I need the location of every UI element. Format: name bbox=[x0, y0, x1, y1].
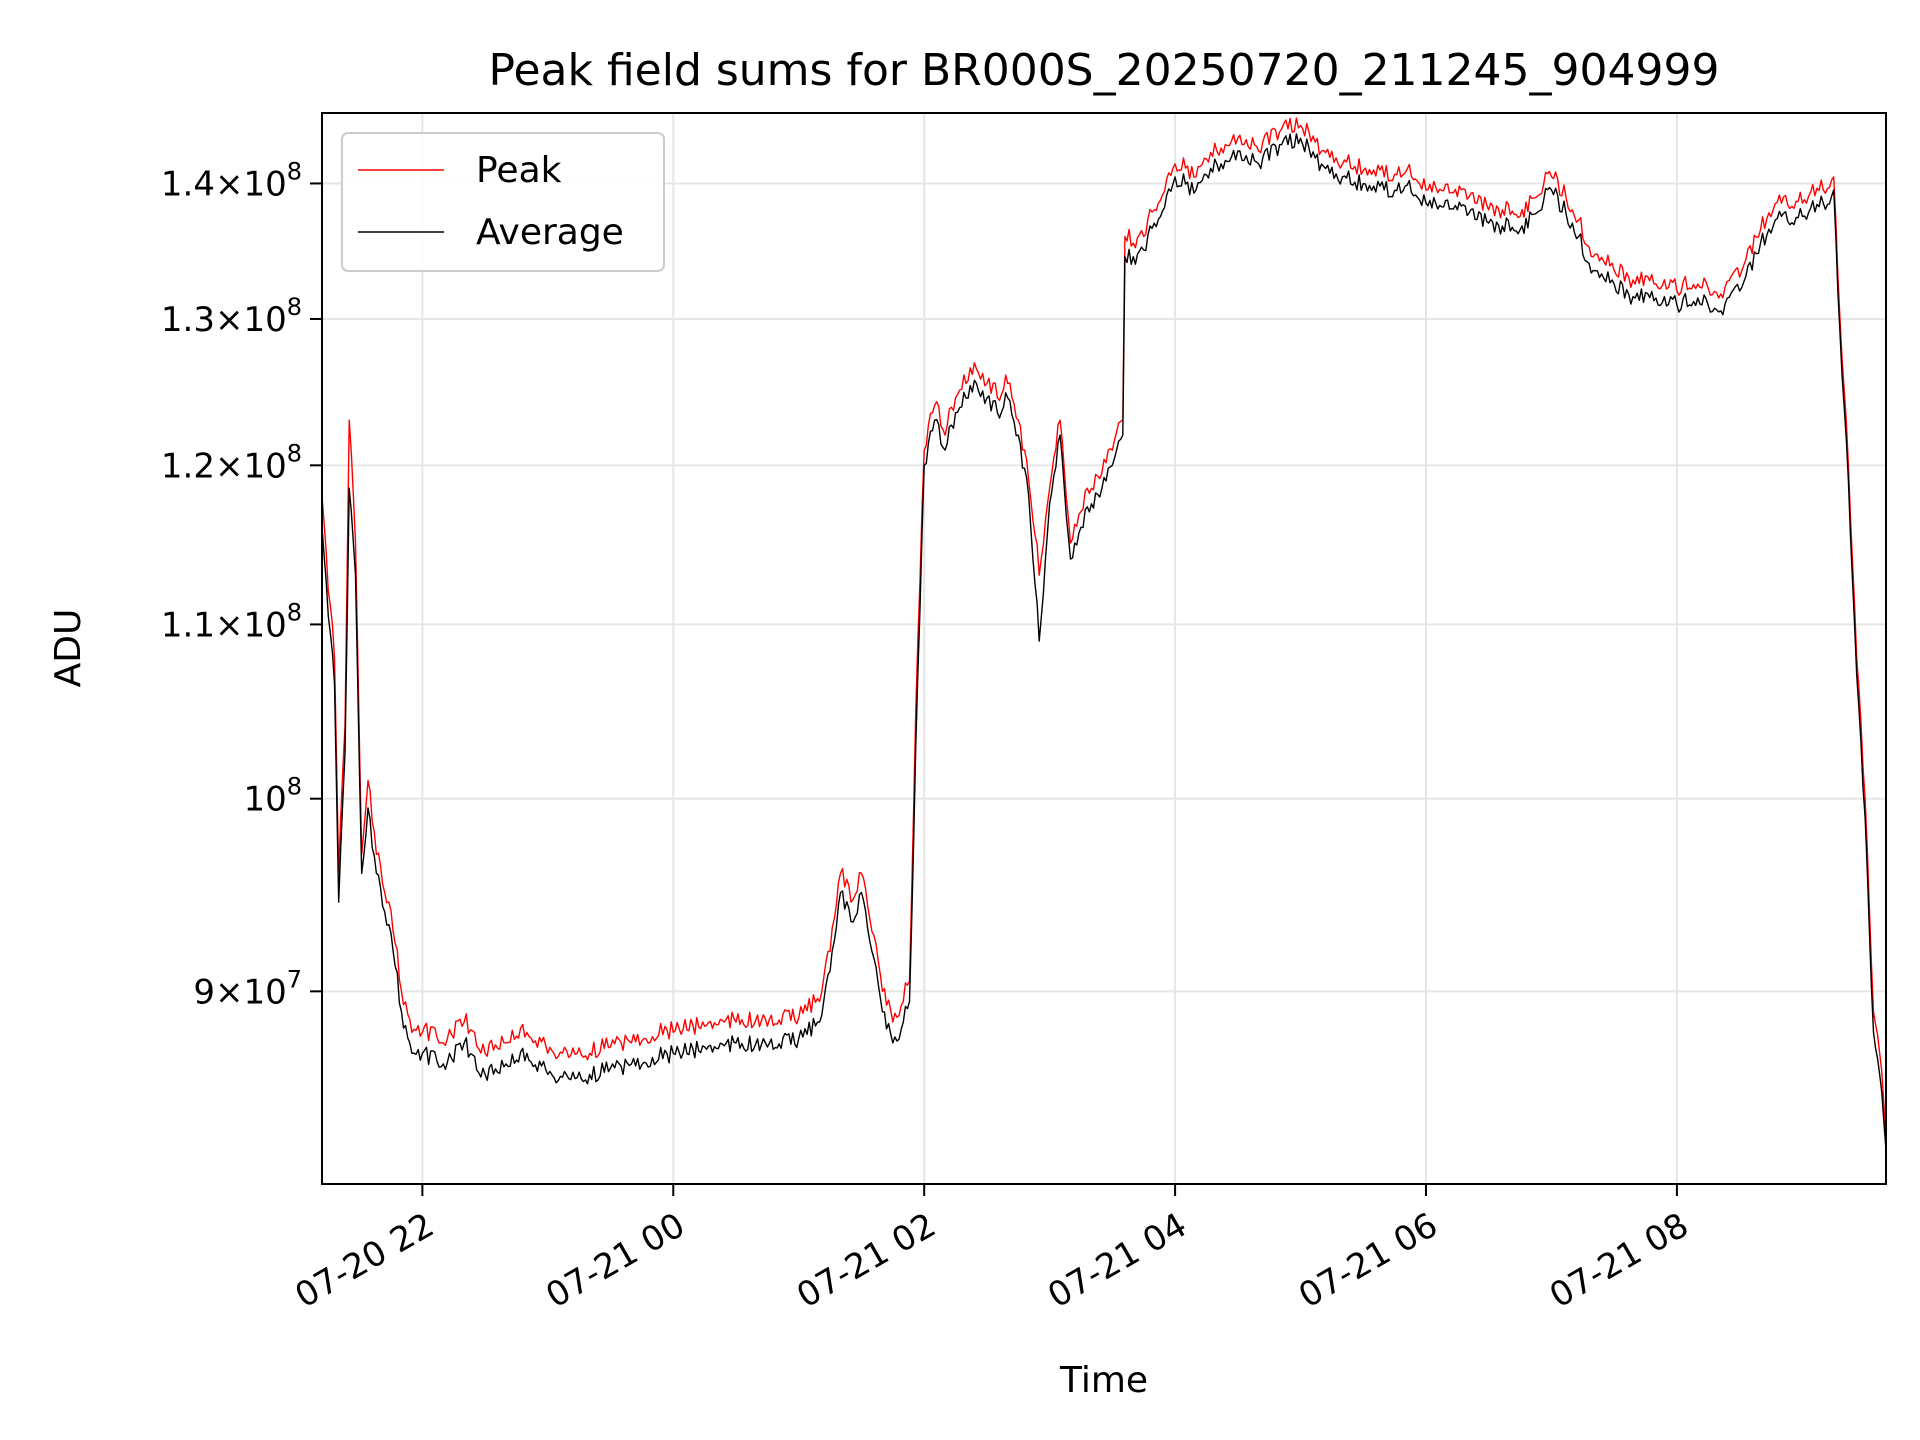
legend: Peak Average bbox=[341, 132, 665, 272]
y-tick-label: 1.1×108 bbox=[161, 598, 302, 645]
y-tick-label: 1.3×108 bbox=[161, 293, 302, 340]
legend-box bbox=[341, 132, 665, 272]
series-lines bbox=[321, 117, 1887, 1151]
x-axis-label: Time bbox=[1059, 1360, 1148, 1401]
plot-frame bbox=[321, 112, 1887, 1185]
y-axis: 9×107 108 1.1×108 1.2×108 1.3×108 1.4×108 bbox=[161, 157, 322, 1012]
y-axis-label: ADU bbox=[48, 609, 89, 688]
legend-label-average: Average bbox=[476, 212, 624, 253]
legend-label-peak: Peak bbox=[476, 150, 562, 191]
chart-title: Peak field sums for BR000S_20250720_2112… bbox=[488, 45, 1719, 96]
series-line-average bbox=[321, 133, 1887, 1151]
y-tick-label: 108 bbox=[243, 773, 302, 820]
y-tick-label: 1.4×108 bbox=[161, 157, 302, 204]
series-line-peak bbox=[321, 117, 1887, 1140]
y-tick-label: 1.2×108 bbox=[161, 439, 302, 486]
y-tick-label: 9×107 bbox=[193, 965, 302, 1012]
